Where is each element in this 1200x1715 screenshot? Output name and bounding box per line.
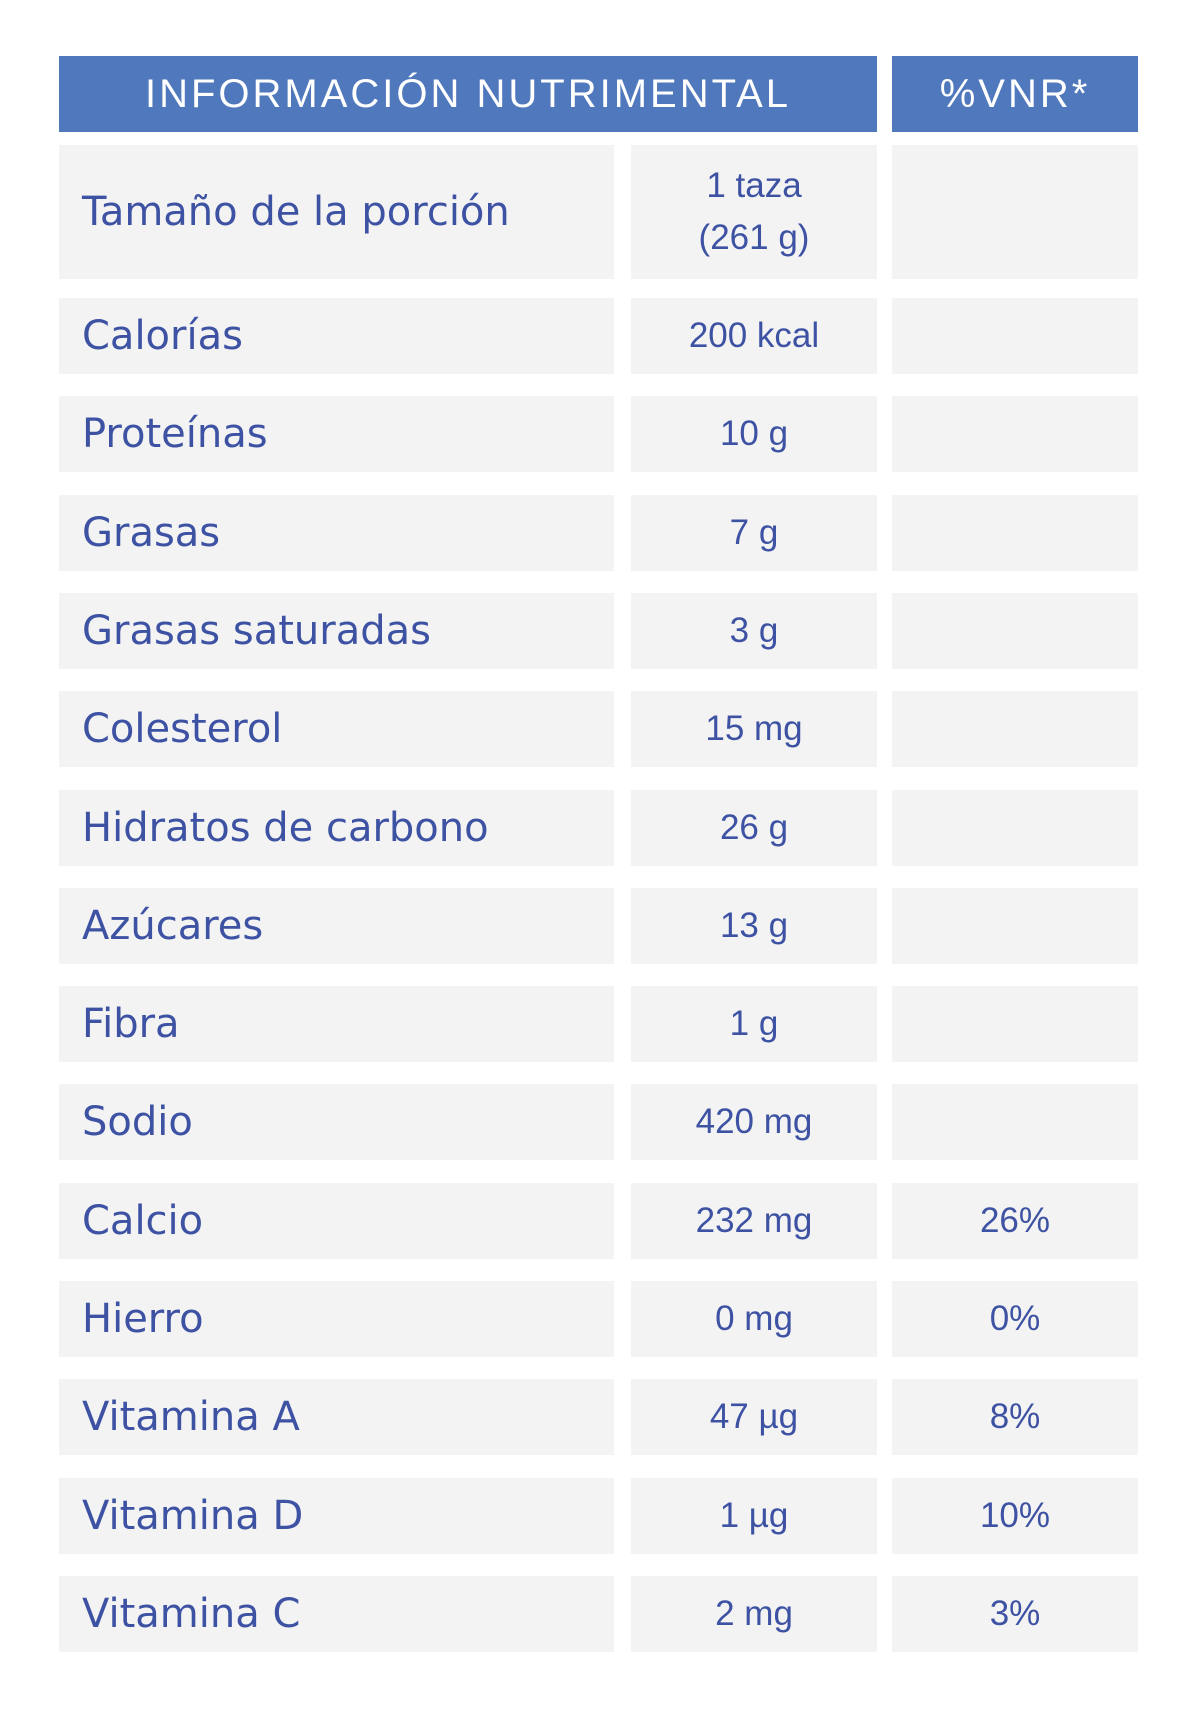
nutrient-vnr [892,986,1138,1063]
nutrient-amount: 3 g [631,592,877,669]
table-row: Calcio 232 mg 26% [59,1182,1138,1259]
nutrient-label: Vitamina C [59,1575,614,1652]
table-header-title: INFORMACIÓN NUTRIMENTAL [59,56,877,132]
nutrient-label: Vitamina D [59,1477,614,1554]
nutrient-amount: 13 g [631,887,877,964]
nutrient-label: Grasas saturadas [59,592,614,669]
table-row: Fibra 1 g [59,986,1138,1063]
table-row: Vitamina A 47 µg 8% [59,1379,1138,1456]
nutrient-vnr [892,396,1138,473]
nutrient-vnr: 26% [892,1182,1138,1259]
nutrient-amount: 26 g [631,789,877,866]
nutrient-label: Calorías [59,298,614,374]
nutrient-vnr: 10% [892,1477,1138,1554]
nutrient-label: Vitamina A [59,1379,614,1456]
nutrient-amount: 0 mg [631,1281,877,1357]
nutrient-vnr [892,789,1138,866]
table-row: Proteínas 10 g [59,396,1138,473]
nutrient-label: Grasas [59,494,614,571]
table-row: Colesterol 15 mg [59,691,1138,768]
nutrient-label: Calcio [59,1182,614,1259]
nutrient-label: Sodio [59,1084,614,1161]
nutrient-amount: 47 µg [631,1379,877,1456]
nutrient-amount: 1 µg [631,1477,877,1554]
nutrient-amount: 200 kcal [631,298,877,374]
nutrient-amount: 15 mg [631,691,877,768]
table-row: Sodio 420 mg [59,1084,1138,1161]
nutrient-vnr [892,494,1138,571]
nutrient-amount: 232 mg [631,1182,877,1259]
nutrient-vnr [892,691,1138,768]
nutrient-vnr [892,1084,1138,1161]
nutrient-label: Fibra [59,986,614,1063]
nutrient-label: Hidratos de carbono [59,789,614,866]
table-row: Tamaño de la porción 1 taza (261 g) [59,145,1138,279]
nutrient-amount: 2 mg [631,1575,877,1652]
nutrient-label: Proteínas [59,396,614,473]
table-row: Azúcares 13 g [59,887,1138,964]
nutrient-vnr [892,298,1138,374]
table-row: Hierro 0 mg 0% [59,1281,1138,1357]
nutrient-label: Azúcares [59,887,614,964]
table-row: Hidratos de carbono 26 g [59,789,1138,866]
nutrient-vnr: 8% [892,1379,1138,1456]
nutrient-amount: 1 taza (261 g) [631,145,877,279]
nutrient-vnr [892,145,1138,279]
nutrient-amount: 420 mg [631,1084,877,1161]
nutrient-amount: 7 g [631,494,877,571]
nutrient-vnr: 3% [892,1575,1138,1652]
table-row: Grasas saturadas 3 g [59,592,1138,669]
nutrient-vnr [892,592,1138,669]
nutrient-label: Hierro [59,1281,614,1357]
nutrient-label: Colesterol [59,691,614,768]
nutrient-amount: 10 g [631,396,877,473]
table-row: Grasas 7 g [59,494,1138,571]
nutrient-vnr: 0% [892,1281,1138,1357]
nutrient-vnr [892,887,1138,964]
nutrient-amount: 1 g [631,986,877,1063]
table-header-vnr: %VNR* [892,56,1138,132]
table-row: Calorías 200 kcal [59,298,1138,374]
nutrient-label: Tamaño de la porción [59,145,614,279]
